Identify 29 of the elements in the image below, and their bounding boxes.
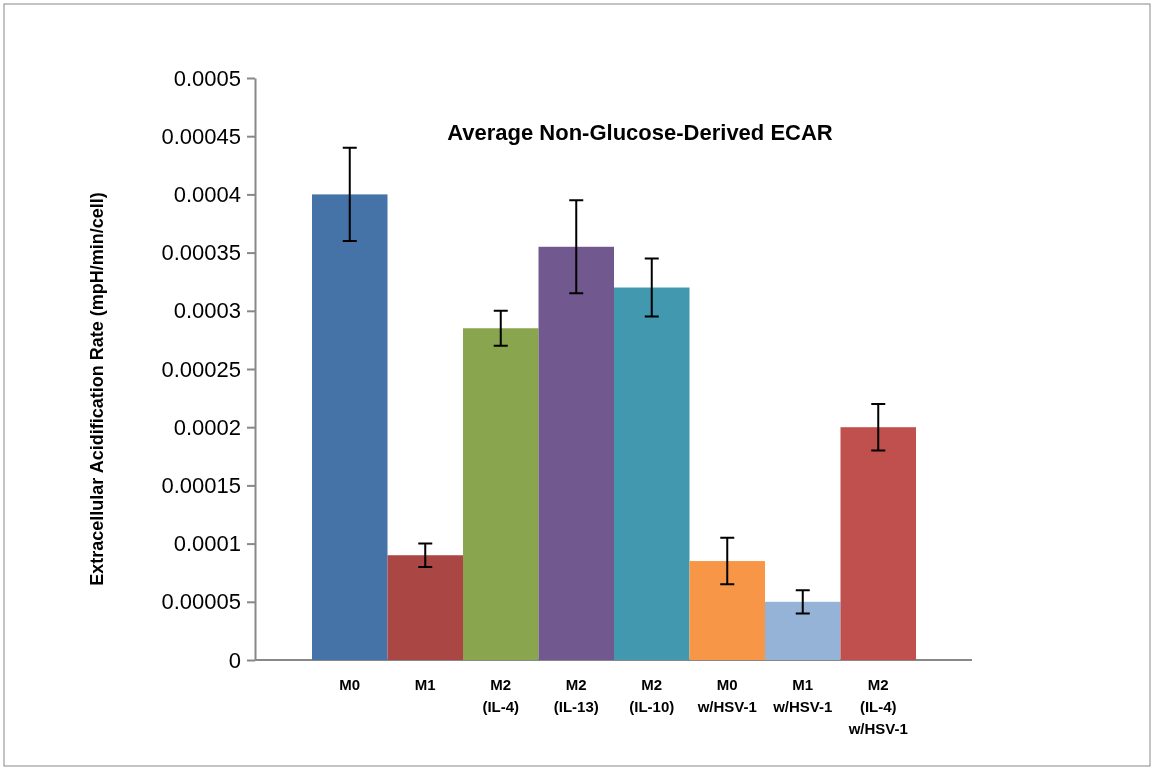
- y-tick-label: 0.0002: [173, 414, 241, 440]
- bar: [614, 287, 690, 660]
- text: Average Non-Glucose-Derived ECAR: [447, 120, 833, 145]
- x-tick-label: M0 w/HSV-1: [696, 676, 757, 715]
- y-tick-label: 0.0005: [173, 65, 241, 91]
- x-tick-label: M2 (IL-13): [553, 676, 599, 715]
- y-tick-label: 0.0003: [173, 298, 241, 324]
- y-tick-label: 0.00035: [161, 240, 241, 266]
- x-tick-label: M2 (IL-10): [629, 676, 675, 715]
- bar: [689, 561, 765, 660]
- bar: [387, 555, 463, 660]
- x-tick-label: M1: [414, 676, 436, 693]
- y-tick-label: 0.00005: [161, 589, 241, 615]
- x-tick-label: M1 w/HSV-1: [772, 676, 833, 715]
- bar: [765, 601, 841, 660]
- x-tick-label: M2 (IL-4): [482, 676, 520, 715]
- y-tick-label: 0: [228, 647, 241, 673]
- y-tick-label: 0.00045: [161, 123, 241, 149]
- x-tick-label: M0: [339, 676, 361, 693]
- bar: [538, 246, 614, 660]
- y-tick-label: 0.00015: [161, 472, 241, 498]
- bar: [840, 427, 916, 660]
- y-tick-label: 0.0001: [173, 531, 241, 557]
- y-axis-title: Extracellular Acidification Rate (mpH/min/cell): [87, 192, 107, 586]
- bar: [463, 328, 539, 660]
- x-tick-label: M2 (IL-4) w/HSV-1: [847, 676, 908, 737]
- y-tick-label: 0.00025: [161, 356, 241, 382]
- bar: [312, 194, 388, 660]
- y-tick-label: 0.0004: [173, 181, 241, 207]
